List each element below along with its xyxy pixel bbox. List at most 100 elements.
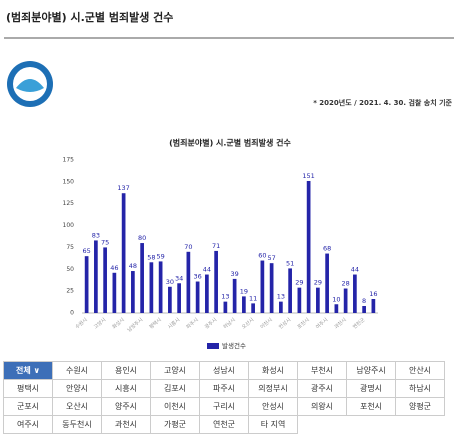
x-tick-label: 고양시	[92, 316, 107, 330]
value-label: 59	[156, 252, 164, 260]
bar	[158, 261, 163, 313]
bar	[186, 251, 191, 313]
region-button[interactable]: 구리시	[199, 397, 249, 416]
value-label: 151	[302, 172, 314, 180]
y-tick-label: 25	[66, 288, 74, 295]
bar	[306, 180, 311, 313]
y-tick-label: 175	[63, 157, 75, 164]
region-button[interactable]: 양평군	[395, 397, 445, 416]
y-tick-label: 125	[63, 200, 75, 207]
region-button[interactable]: 여주시	[3, 415, 53, 434]
value-label: 70	[184, 243, 192, 251]
region-button[interactable]: 연천군	[199, 415, 249, 434]
value-label: 58	[147, 253, 155, 261]
value-label: 48	[129, 262, 137, 270]
region-button[interactable]: 의왕시	[297, 397, 347, 416]
x-tick-label: 시흥시	[166, 316, 181, 330]
value-label: 11	[249, 294, 257, 302]
x-tick-label: 이천시	[259, 316, 274, 330]
bar	[251, 303, 255, 313]
x-tick-label: 안성시	[277, 316, 292, 330]
value-label: 80	[138, 234, 146, 242]
region-button[interactable]: 포천시	[346, 397, 396, 416]
region-button[interactable]: 안양시	[52, 379, 102, 398]
region-button[interactable]: 동두천시	[52, 415, 102, 434]
region-button[interactable]: 광명시	[346, 379, 396, 398]
x-tick-label: 수원시	[74, 316, 89, 330]
value-label: 13	[221, 293, 229, 301]
x-tick-label: 남양주시	[126, 316, 145, 333]
value-label: 51	[286, 259, 294, 267]
region-button[interactable]: 군포시	[3, 397, 53, 416]
region-button[interactable]: 하남시	[395, 379, 445, 398]
region-button[interactable]: 전체 ∨	[3, 361, 53, 380]
bar	[223, 301, 228, 313]
region-button[interactable]: 시흥시	[101, 379, 151, 398]
bar	[269, 263, 274, 313]
bar	[334, 304, 339, 313]
region-button[interactable]: 남양주시	[346, 361, 396, 380]
region-button[interactable]: 성남시	[199, 361, 249, 380]
bar	[353, 274, 357, 313]
region-button[interactable]: 의정부시	[248, 379, 298, 398]
region-button[interactable]: 이천시	[150, 397, 200, 416]
bar	[177, 283, 181, 313]
value-label: 10	[332, 295, 340, 303]
bar	[260, 260, 265, 313]
region-button[interactable]: 평택시	[3, 379, 53, 398]
region-button[interactable]: 안산시	[395, 361, 445, 380]
x-tick-label: 광주시	[203, 316, 218, 330]
x-tick-label: 화성시	[111, 316, 126, 330]
region-button[interactable]: 화성시	[248, 361, 298, 380]
region-table: 전체 ∨ 수원시 용인시 고양시 성남시 화성시 부천시 남양주시 안산시 평택시 안양시 시흥시 김포…	[3, 361, 445, 434]
value-label: 60	[258, 252, 266, 260]
table-row: 여주시 동두천시 과천시 가평군 연천군 타 지역	[3, 415, 445, 434]
value-label: 34	[175, 274, 183, 282]
value-label: 39	[230, 270, 238, 278]
bar	[121, 193, 126, 313]
value-label: 36	[193, 273, 201, 281]
x-tick-label: 오산시	[240, 316, 255, 330]
value-label: 29	[295, 279, 303, 287]
region-button[interactable]: 고양시	[150, 361, 200, 380]
region-button[interactable]: 가평군	[150, 415, 200, 434]
region-button[interactable]: 수원시	[52, 361, 102, 380]
value-label: 29	[314, 279, 322, 287]
region-button[interactable]: 양주시	[101, 397, 151, 416]
region-button[interactable]: 용인시	[101, 361, 151, 380]
region-button[interactable]: 파주시	[199, 379, 249, 398]
y-tick-label: 100	[63, 222, 75, 229]
x-tick-label: 하남시	[222, 316, 237, 330]
bar	[149, 262, 154, 313]
bar	[168, 286, 172, 313]
region-button[interactable]: 과천시	[101, 415, 151, 434]
region-button[interactable]: 타 지역	[248, 415, 298, 434]
value-label: 68	[323, 245, 331, 253]
region-button[interactable]: 부천시	[297, 361, 347, 380]
table-row: 평택시 안양시 시흥시 김포시 파주시 의정부시 광주시 광명시 하남시	[3, 379, 445, 398]
bar	[84, 256, 89, 313]
bar	[325, 253, 329, 313]
region-button[interactable]: 안성시	[248, 397, 298, 416]
value-label: 65	[82, 247, 90, 255]
chart-title: (범죄분야별) 시.군별 범죄발생 건수	[169, 138, 291, 148]
region-button[interactable]: 김포시	[150, 379, 200, 398]
y-tick-label: 50	[66, 266, 74, 273]
x-tick-label: 포천시	[296, 316, 311, 330]
bar	[242, 296, 246, 313]
region-button[interactable]: 오산시	[52, 397, 102, 416]
x-tick-label: 평택시	[148, 316, 163, 330]
bar	[140, 243, 144, 313]
x-tick-label: 과천시	[333, 316, 348, 330]
value-label: 19	[240, 287, 248, 295]
bar	[297, 287, 302, 313]
bar	[371, 299, 376, 313]
region-button[interactable]: 광주시	[297, 379, 347, 398]
value-label: 83	[92, 231, 100, 239]
value-label: 16	[369, 290, 377, 298]
value-label: 46	[110, 264, 118, 272]
bar	[205, 274, 209, 313]
table-row: 전체 ∨ 수원시 용인시 고양시 성남시 화성시 부천시 남양주시 안산시	[3, 361, 445, 380]
value-label: 57	[267, 254, 275, 262]
